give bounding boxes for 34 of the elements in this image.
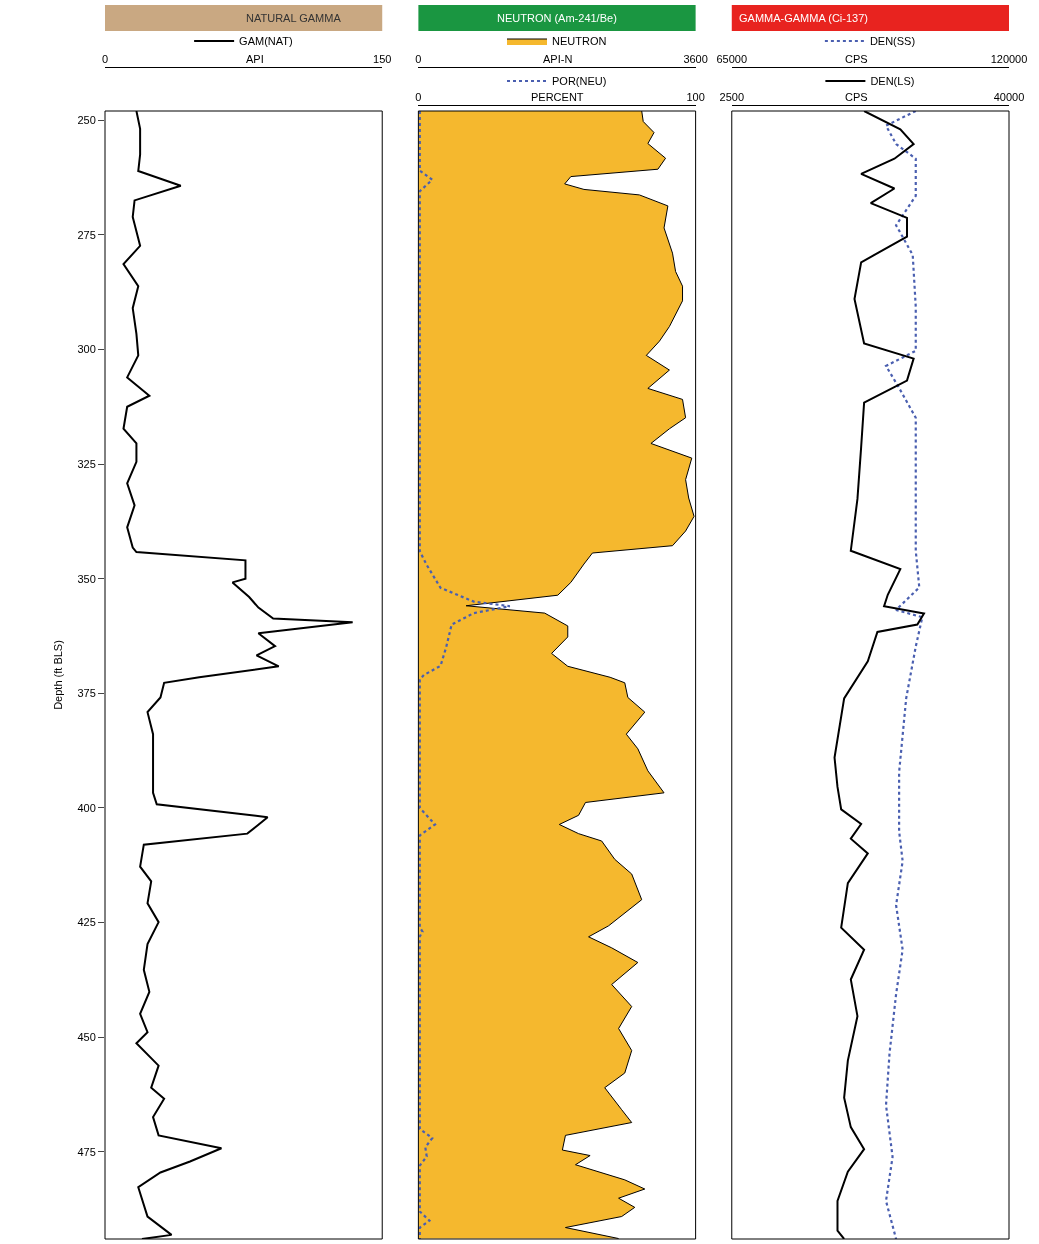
- x-tick-label: 120000: [990, 52, 1028, 65]
- y-tick-label: 400: [77, 801, 96, 814]
- x-tick-label: 0: [101, 52, 109, 65]
- x-axis-title: API: [246, 53, 264, 65]
- y-tick-label: 350: [77, 572, 96, 585]
- x-tick-label: 65000: [716, 52, 748, 65]
- y-tick-label: 275: [77, 228, 96, 241]
- chart-title: NEUTRON (Am-241/Be): [497, 12, 617, 24]
- x-tick-label: 0: [415, 52, 422, 65]
- x-tick-label: 150: [373, 52, 392, 65]
- legend-label: GAM(NAT): [239, 35, 293, 48]
- x-axis-title: CPS: [845, 53, 868, 65]
- x2-axis-title: CPS: [845, 91, 868, 103]
- chart-title: NATURAL GAMMA: [246, 12, 342, 24]
- x2-tick-label: 40000: [993, 90, 1025, 103]
- legend-label: DEN(SS): [869, 35, 916, 48]
- y-tick-label: 300: [77, 343, 96, 356]
- legend-label: DEN(LS): [870, 75, 915, 88]
- x-tick-label: 3600: [683, 52, 708, 65]
- y-tick-label: 250: [77, 114, 96, 127]
- x2-tick-label: 2500: [719, 90, 745, 103]
- x-axis-title: API-N: [543, 53, 573, 65]
- y-tick-label: 425: [77, 916, 96, 929]
- legend-label: NEUTRON: [552, 35, 607, 48]
- legend-label: POR(NEU): [552, 75, 607, 88]
- chart-title: GAMMA-GAMMA (Ci-137): [739, 12, 868, 24]
- x2-axis-title: PERCENT: [531, 91, 584, 103]
- y-axis-title: Depth (ft BLS): [52, 640, 65, 710]
- y-tick-label: 475: [77, 1145, 96, 1158]
- x2-tick-label: 0: [415, 90, 422, 103]
- y-tick-label: 450: [77, 1031, 96, 1044]
- y-tick-label: 375: [77, 687, 96, 700]
- x2-tick-label: 100: [686, 90, 705, 103]
- y-tick-label: 325: [77, 457, 96, 470]
